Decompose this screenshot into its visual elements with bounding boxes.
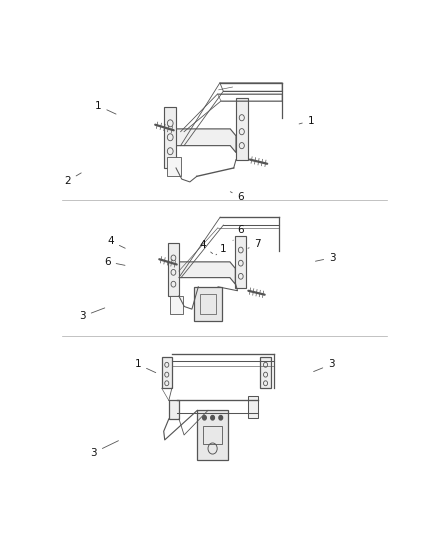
Text: 1: 1 bbox=[95, 101, 116, 114]
Polygon shape bbox=[194, 287, 223, 321]
Circle shape bbox=[203, 416, 206, 420]
Text: 4: 4 bbox=[107, 236, 125, 248]
Text: 1: 1 bbox=[134, 359, 156, 373]
Circle shape bbox=[211, 416, 215, 420]
Text: 4: 4 bbox=[199, 240, 212, 254]
Text: 6: 6 bbox=[230, 192, 244, 203]
Text: 3: 3 bbox=[314, 359, 335, 372]
Polygon shape bbox=[176, 129, 236, 152]
Text: 3: 3 bbox=[91, 441, 118, 458]
Polygon shape bbox=[197, 410, 228, 459]
Text: 7: 7 bbox=[248, 239, 261, 249]
Polygon shape bbox=[170, 296, 183, 314]
Polygon shape bbox=[164, 107, 176, 168]
Polygon shape bbox=[261, 358, 271, 388]
Polygon shape bbox=[168, 244, 179, 296]
Polygon shape bbox=[179, 262, 235, 284]
Text: 2: 2 bbox=[64, 173, 81, 186]
Text: 1: 1 bbox=[216, 245, 226, 255]
Text: 6: 6 bbox=[104, 257, 125, 267]
Polygon shape bbox=[248, 395, 258, 418]
Polygon shape bbox=[235, 236, 246, 288]
Text: 1: 1 bbox=[299, 116, 314, 126]
Polygon shape bbox=[162, 358, 172, 388]
Circle shape bbox=[219, 416, 223, 420]
Polygon shape bbox=[167, 157, 180, 176]
Text: 6: 6 bbox=[233, 225, 244, 240]
Polygon shape bbox=[169, 400, 179, 419]
Text: 3: 3 bbox=[315, 253, 336, 263]
Text: 3: 3 bbox=[79, 308, 105, 321]
Polygon shape bbox=[236, 98, 247, 159]
